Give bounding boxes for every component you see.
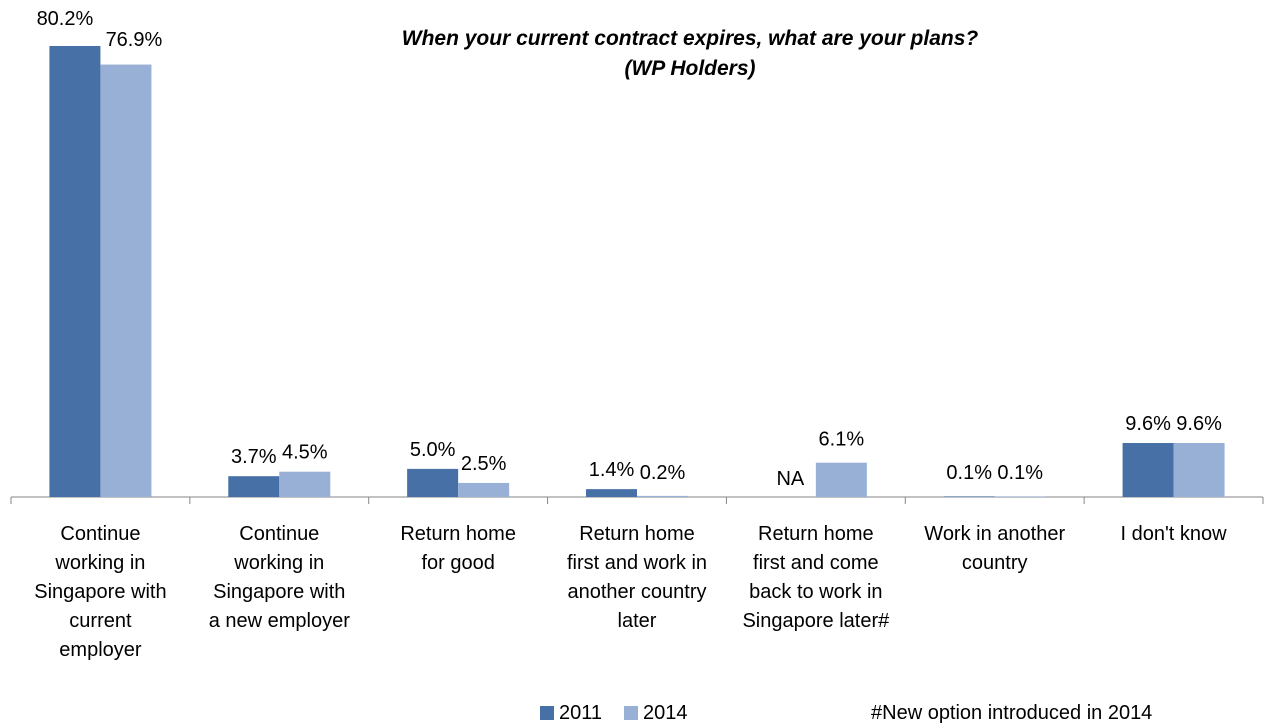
bar-2014	[815, 462, 867, 497]
category-label-line: for good	[421, 552, 495, 574]
category-label-line: Singapore with	[213, 581, 346, 603]
bar-2011	[1122, 443, 1174, 497]
bar-chart: 80.2% 76.9% 3.7% 4.5% 5.0%2.5% 1.4% 0.2% NA 6.1%…	[10, 8, 1264, 504]
legend-swatch-2011	[540, 706, 554, 720]
category-label-line: Work in another	[924, 523, 1066, 545]
bar-2011	[49, 46, 101, 497]
category-label-line: I don't know	[1120, 523, 1227, 545]
category-label-line: working in	[55, 552, 146, 574]
data-label-2014: 4.5%	[282, 442, 328, 464]
bar-2014	[994, 496, 1046, 497]
bar-2014	[279, 471, 331, 497]
category-label-line: first and come	[753, 552, 879, 574]
category-label-line: current	[69, 610, 132, 632]
legend-item-2011: 2011	[540, 700, 602, 726]
legend: 2011 2014	[540, 700, 710, 726]
bar-2011	[586, 489, 637, 497]
category-label-line: later	[617, 610, 657, 632]
data-label-2014: 6.1%	[819, 429, 865, 451]
data-label-2011: 9.6%	[1125, 413, 1171, 435]
data-label-2011: 5.0%	[410, 439, 456, 461]
data-label-2011: 0.1%	[946, 462, 992, 484]
data-label-2011: 80.2%	[37, 8, 94, 30]
data-label-2014: 76.9%	[106, 29, 163, 51]
category-label: Return home first and work in another coun…	[548, 520, 726, 636]
category-label-line: Return home	[579, 523, 695, 545]
category-label: Work in another country	[906, 520, 1084, 578]
category-label-line: Singapore with	[34, 581, 167, 603]
bar-2014	[100, 64, 152, 497]
category-label-line: employer	[59, 639, 142, 661]
category-label: Return home for good	[369, 520, 547, 578]
data-label-2014: 2.5%	[461, 453, 507, 475]
category-label-line: Return home	[758, 523, 874, 545]
data-label-2011: NA	[776, 468, 804, 490]
legend-label-2014: 2014	[643, 702, 688, 724]
data-label-2011: 3.7%	[231, 446, 277, 468]
category-label-line: country	[961, 552, 1028, 574]
bar-2011	[407, 468, 459, 497]
category-label: Return home first and come back to work in…	[727, 520, 905, 636]
category-label: Continue working in Singapore with current e…	[11, 520, 189, 665]
category-label: I don't know	[1085, 520, 1263, 549]
footnote: #New option introduced in 2014	[871, 702, 1153, 724]
category-label-line: back to work in	[749, 581, 883, 603]
legend-label-2011: 2011	[559, 702, 603, 724]
category-label: Continue working in Singapore with a new em…	[190, 520, 368, 636]
data-label-2011: 1.4%	[589, 459, 635, 481]
chart-title: When your current contract expires, what…	[270, 24, 1110, 84]
category-label-line: first and work in	[566, 552, 708, 574]
bar-2011	[228, 476, 280, 497]
bar-2014	[458, 482, 510, 497]
category-label-line: a new employer	[208, 610, 350, 632]
category-label-line: another country	[567, 581, 707, 603]
bar-2014	[1173, 443, 1225, 497]
data-label-2014: 0.1%	[997, 462, 1043, 484]
category-label-line: Return home	[400, 523, 516, 545]
data-label-2014: 0.2%	[640, 462, 686, 484]
data-label-2014: 9.6%	[1176, 413, 1222, 435]
legend-item-2014: 2014	[624, 700, 688, 726]
legend-swatch-2014	[624, 706, 639, 720]
category-label-line: Singapore later#	[742, 610, 890, 632]
chart-title-line-1: When your current contract expires, what…	[401, 27, 979, 50]
category-label-line: Continue	[239, 523, 320, 545]
chart-title-line-2: (WP Holders)	[624, 57, 756, 80]
category-label-line: working in	[234, 552, 325, 574]
bar-2014	[637, 495, 688, 497]
bar-2011	[943, 496, 995, 497]
category-label-line: Continue	[60, 523, 141, 545]
